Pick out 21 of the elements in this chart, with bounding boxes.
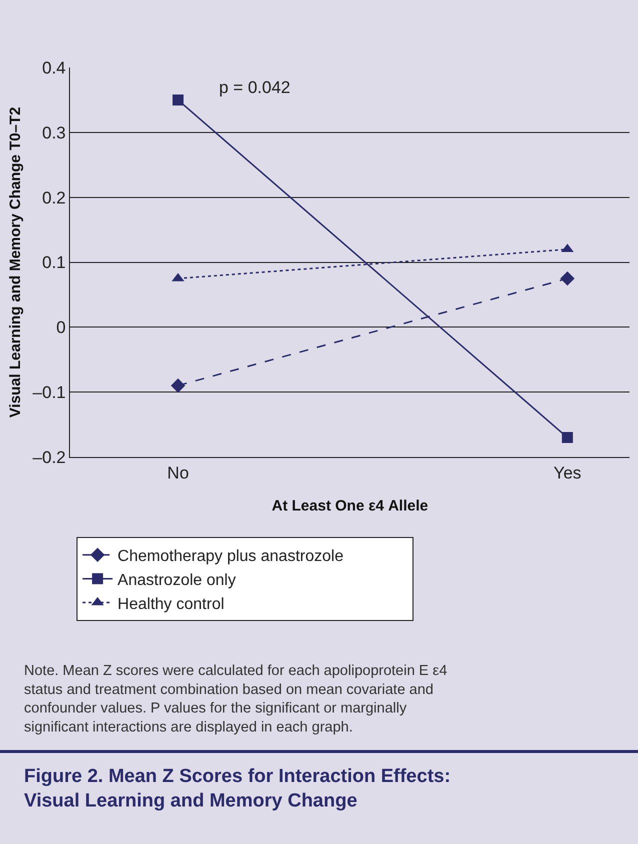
legend-label: Chemotherapy plus anastrozole: [118, 548, 344, 566]
x-tick-label: No: [167, 463, 189, 482]
text: Figure 2. Mean Z Scores for Interaction Effects: Visual Learning and Memory Change: [24, 766, 451, 812]
x-axis-title: At Least One ε4 Allele: [272, 497, 428, 514]
y-tick-label: –0.2: [32, 448, 66, 467]
point: [562, 432, 573, 444]
text: Note. Mean Z scores were calculated for each apolipoprotein E ε4 status and treatment combination based on mean covariate and confounder values. P values for the significant or marginally significant interactions are displayed in each graph.: [24, 663, 448, 736]
y-tick-label: 0.4: [42, 58, 66, 78]
legend-label: Anastrozole only: [118, 572, 236, 589]
annotation: p = 0.042: [219, 78, 290, 97]
point: [172, 94, 184, 106]
y-tick-label: 0.3: [42, 123, 66, 142]
legend-label: Healthy control: [118, 596, 224, 613]
y-axis-title: Visual Learning and Memory Change T0–T2: [6, 106, 24, 418]
y-tick-label: 0.1: [42, 253, 66, 272]
y-tick-label: 0.2: [42, 188, 66, 208]
x-tick-label: Yes: [554, 463, 582, 482]
y-tick-label: 0: [56, 318, 66, 338]
y-tick-label: –0.1: [32, 383, 66, 402]
point: [170, 378, 186, 393]
point: [560, 271, 575, 286]
